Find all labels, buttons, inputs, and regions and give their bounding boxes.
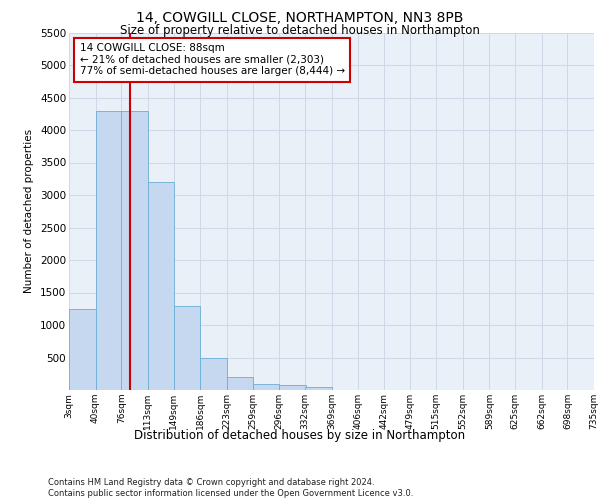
Bar [69,308,95,390]
Bar [95,110,122,390]
Text: 14, COWGILL CLOSE, NORTHAMPTON, NN3 8PB: 14, COWGILL CLOSE, NORTHAMPTON, NN3 8PB [136,11,464,25]
Bar [279,385,305,390]
Bar [253,384,279,390]
Bar [121,110,148,390]
Bar [174,306,200,390]
Text: Distribution of detached houses by size in Northampton: Distribution of detached houses by size … [134,430,466,442]
Text: 14 COWGILL CLOSE: 88sqm
← 21% of detached houses are smaller (2,303)
77% of semi: 14 COWGILL CLOSE: 88sqm ← 21% of detache… [79,43,344,76]
Bar [148,182,175,390]
Bar [200,358,227,390]
Y-axis label: Number of detached properties: Number of detached properties [25,129,34,294]
Bar [227,377,253,390]
Text: Contains HM Land Registry data © Crown copyright and database right 2024.
Contai: Contains HM Land Registry data © Crown c… [48,478,413,498]
Bar [305,387,331,390]
Text: Size of property relative to detached houses in Northampton: Size of property relative to detached ho… [120,24,480,37]
